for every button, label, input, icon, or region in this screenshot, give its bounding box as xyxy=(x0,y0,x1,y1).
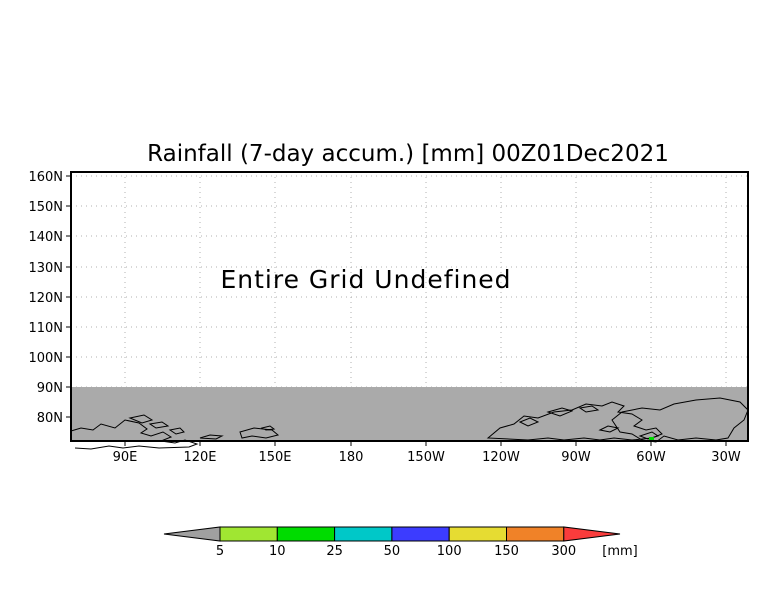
colorbar-label: 5 xyxy=(216,544,224,559)
y-tick-label: 100N xyxy=(28,351,63,366)
plot-frame xyxy=(70,171,749,442)
y-axis-ticks: 160N 150N 140N 130N 120N 110N 100N 90N 80N xyxy=(28,170,71,426)
x-tick-label: 90E xyxy=(113,450,138,465)
y-tick-label: 90N xyxy=(37,381,63,396)
x-tick-label: 180 xyxy=(339,450,364,465)
y-tick-label: 80N xyxy=(37,411,63,426)
colorbar-label: 100 xyxy=(437,544,462,559)
y-tick-label: 140N xyxy=(28,230,63,245)
y-tick-label: 130N xyxy=(28,261,63,276)
colorbar-under-triangle xyxy=(163,526,221,542)
colorbar-segment xyxy=(334,526,393,542)
y-tick-label: 120N xyxy=(28,291,63,306)
colorbar-unit: [mm] xyxy=(602,544,637,559)
colorbar-segment xyxy=(448,526,508,542)
colorbar-label: 50 xyxy=(384,544,401,559)
coastline-east-asia xyxy=(70,414,199,450)
x-tick-label: 90W xyxy=(561,450,591,465)
coastlines xyxy=(70,397,749,450)
x-tick-label: 60W xyxy=(636,450,666,465)
x-tick-label: 30W xyxy=(711,450,741,465)
x-tick-label: 150W xyxy=(407,450,445,465)
x-tick-label: 150E xyxy=(258,450,291,465)
undefined-message: Entire Grid Undefined xyxy=(220,265,511,294)
undefined-region xyxy=(71,387,748,441)
y-tick-label: 110N xyxy=(28,321,63,336)
map-plot-area: 90E 120E 150E 180 150W 120W 90W 60W 30W 160N 150N… xyxy=(28,170,749,465)
coastline-north-america xyxy=(486,401,663,441)
colorbar-over-triangle xyxy=(563,526,621,542)
colorbar-segment xyxy=(391,526,450,542)
colorbar-label: 25 xyxy=(326,544,343,559)
chart-title: Rainfall (7-day accum.) [mm] 00Z01Dec202… xyxy=(147,141,669,167)
y-tick-label: 150N xyxy=(28,200,63,215)
rain-green-patch xyxy=(649,437,654,440)
colorbar-segment xyxy=(506,526,565,542)
colorbar-label: 10 xyxy=(269,544,286,559)
y-tick-label: 160N xyxy=(28,170,63,185)
x-axis-ticks: 90E 120E 150E 180 150W 120W 90W 60W 30W xyxy=(113,441,741,465)
colorbar-label: 300 xyxy=(551,544,576,559)
x-tick-label: 120W xyxy=(482,450,520,465)
colorbar-segment xyxy=(276,526,336,542)
colorbar-label: 150 xyxy=(494,544,519,559)
x-tick-label: 120E xyxy=(183,450,216,465)
colorbar: 5 10 25 50 100 150 300 xyxy=(163,526,621,559)
colorbar-segment xyxy=(219,526,278,542)
coastline-siberia-east xyxy=(199,425,280,440)
